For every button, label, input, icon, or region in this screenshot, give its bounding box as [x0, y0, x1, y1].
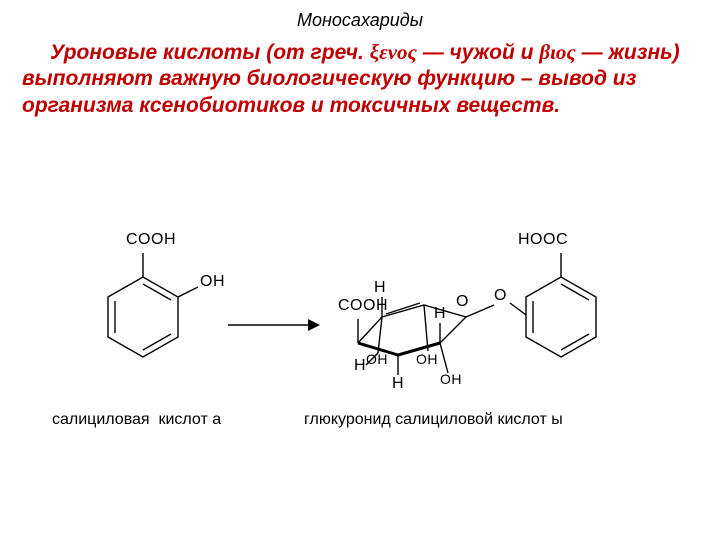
benzene-left: [108, 277, 178, 357]
label-cooh-left: COOH: [126, 231, 176, 249]
label-h-2: H: [354, 357, 366, 375]
label-cooh-sugar: COOH: [338, 297, 388, 315]
label-oh-s2: OH: [416, 351, 438, 367]
label-o-glyco: O: [494, 287, 507, 305]
benzene-right: [526, 277, 596, 357]
slide-title: Моносахариды: [0, 0, 720, 39]
para-p1: Уроновые кислоты (от греч.: [50, 41, 370, 64]
label-h-4: H: [434, 305, 446, 323]
label-h-1: H: [374, 279, 386, 297]
label-o-ring: O: [456, 293, 469, 311]
greek-xenos: ξενος: [370, 40, 417, 64]
greek-bios: βιος: [539, 40, 575, 64]
body-paragraph: Уроновые кислоты (от греч. ξενος — чужой…: [0, 39, 720, 119]
para-p2: — чужой и: [417, 41, 539, 64]
label-h-3: H: [392, 375, 404, 393]
structures-svg: [58, 225, 662, 435]
caption-salicylic: салициловая кислот а: [52, 411, 221, 429]
label-oh-left: OH: [200, 273, 225, 291]
label-hooc-right: HOOC: [518, 231, 568, 249]
label-oh-s1: OH: [366, 351, 388, 367]
label-oh-s3: OH: [440, 371, 462, 387]
reaction-diagram: COOH OH COOH H H H H OH OH OH O O HOOC с…: [58, 225, 662, 495]
caption-glucuronide: глюкуронид салициловой кислот ы: [304, 411, 563, 429]
